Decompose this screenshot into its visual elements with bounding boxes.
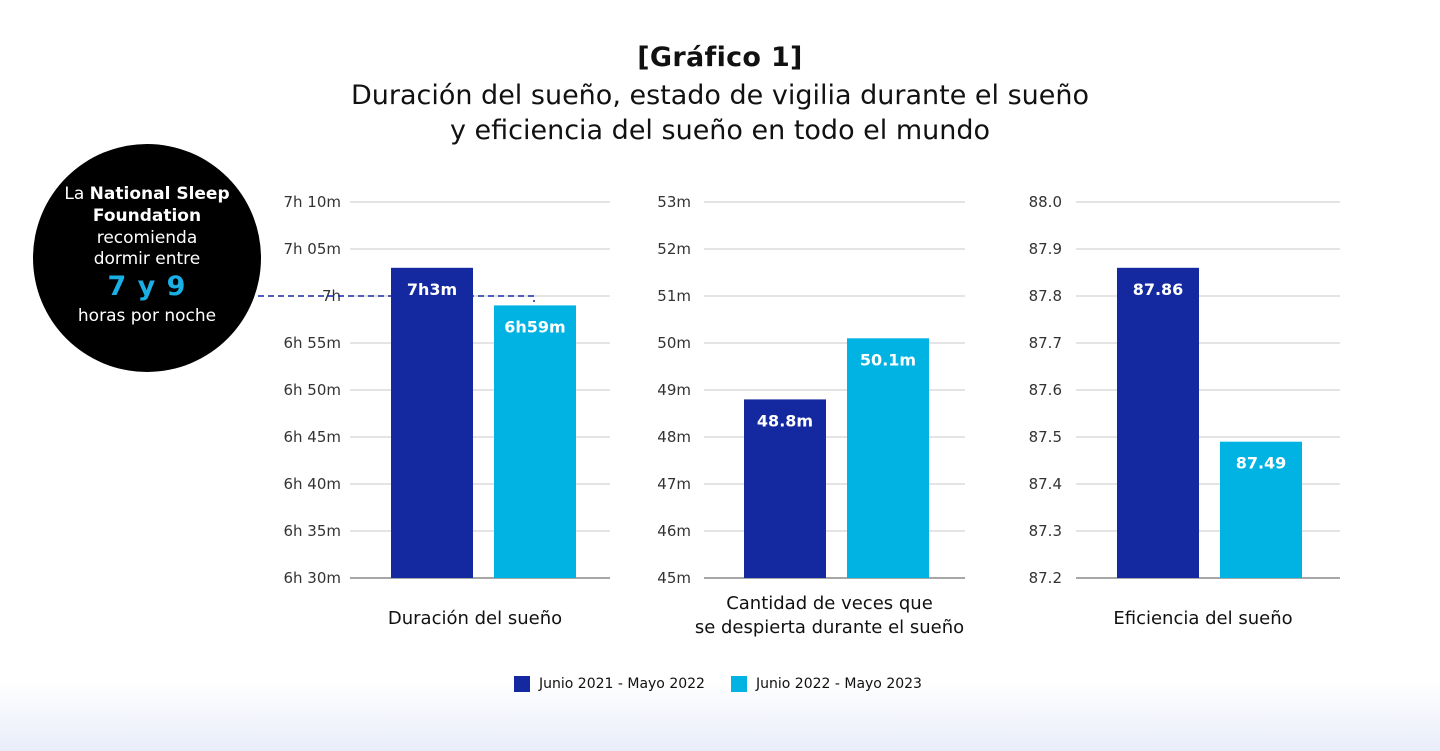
chart-2-bar-2 [847, 338, 929, 578]
legend-swatch-1 [514, 676, 530, 692]
chart-1-ytick-label: 6h 30m [283, 569, 341, 587]
chart-2-ytick-label: 48m [657, 428, 691, 446]
chart-title-line-2: y eficiencia del sueño en todo el mundo [449, 115, 991, 146]
chart-2-ytick-label: 45m [657, 569, 691, 587]
badge-line-1: La National Sleep [33, 184, 261, 204]
chart-1-ytick-label: 7h 10m [283, 193, 341, 211]
recommendation-reference-line [258, 295, 535, 302]
chart-1-ytick-label: 7h 05m [283, 240, 341, 258]
chart-1-ytick-label: 6h 50m [283, 381, 341, 399]
badge-pre: La [64, 184, 85, 204]
chart-1-xlabel: Duración del sueño [388, 608, 562, 629]
chart-3-bar-2-label: 87.49 [1236, 454, 1287, 473]
badge-org-2: Foundation [92, 206, 202, 226]
chart-2-ytick-label: 46m [657, 522, 691, 540]
chart-2-bar-1 [744, 399, 826, 578]
chart-3-ytick-label: 87.2 [1029, 569, 1062, 587]
badge-org-1: National Sleep [89, 184, 230, 204]
chart-1-bar-1-label: 7h3m [407, 280, 457, 299]
chart-3-xlabel: Eficiencia del sueño [1113, 608, 1292, 629]
legend-swatch-2 [731, 676, 747, 692]
chart-2-ytick-label: 49m [657, 381, 691, 399]
chart-tag: [Gráfico 1] [637, 42, 803, 73]
chart-3-ytick-label: 87.8 [1029, 287, 1062, 305]
chart-1-ytick-label: 6h 45m [283, 428, 341, 446]
chart-2-ytick-label: 47m [657, 475, 691, 493]
chart-2-bar-2-label: 50.1m [860, 350, 916, 369]
chart-3-ytick-label: 87.4 [1029, 475, 1062, 493]
badge-range: 7 y 9 [107, 271, 187, 302]
chart-3-ytick-label: 87.5 [1029, 428, 1062, 446]
chart-3-bar-2 [1220, 441, 1302, 578]
chart-2-ytick-label: 50m [657, 334, 691, 352]
chart-3-bar-1-label: 87.86 [1133, 280, 1184, 299]
chart-2-ytick-label: 51m [657, 287, 691, 305]
chart-3-ytick-label: 88.0 [1029, 193, 1062, 211]
chart-1-bar-2 [494, 305, 576, 578]
chart-3-bar-1 [1117, 267, 1199, 578]
chart-1-bar-1 [391, 267, 473, 578]
chart-2-ytick-label: 52m [657, 240, 691, 258]
chart-3-ytick-label: 87.9 [1029, 240, 1062, 258]
chart-2-bar-1-label: 48.8m [757, 411, 813, 430]
badge-line-6: horas por noche [77, 306, 217, 326]
chart-3-ytick-label: 87.7 [1029, 334, 1062, 352]
chart-3-ytick-label: 87.6 [1029, 381, 1062, 399]
recommendation-badge: La National Sleep Foundation recomienda … [33, 144, 261, 372]
chart-1-ytick-label: 6h 55m [283, 334, 341, 352]
chart-title-line-1: Duración del sueño, estado de vigilia du… [350, 80, 1090, 111]
chart-3-ytick-label: 87.3 [1029, 522, 1062, 540]
chart-1-ytick-label: 6h 35m [283, 522, 341, 540]
badge-line-3: recomienda [96, 228, 198, 248]
badge-line-4: dormir entre [93, 249, 201, 269]
chart-2-xlabel: se despierta durante el sueño [695, 617, 964, 638]
chart-2-ytick-label: 53m [657, 193, 691, 211]
chart-1-ytick-label: 6h 40m [283, 475, 341, 493]
legend-label-1: Junio 2021 - Mayo 2022 [539, 676, 705, 692]
chart-1-bar-2-label: 6h59m [504, 317, 565, 336]
legend-label-2: Junio 2022 - Mayo 2023 [756, 676, 922, 692]
chart-2-xlabel: Cantidad de veces que [726, 593, 933, 614]
